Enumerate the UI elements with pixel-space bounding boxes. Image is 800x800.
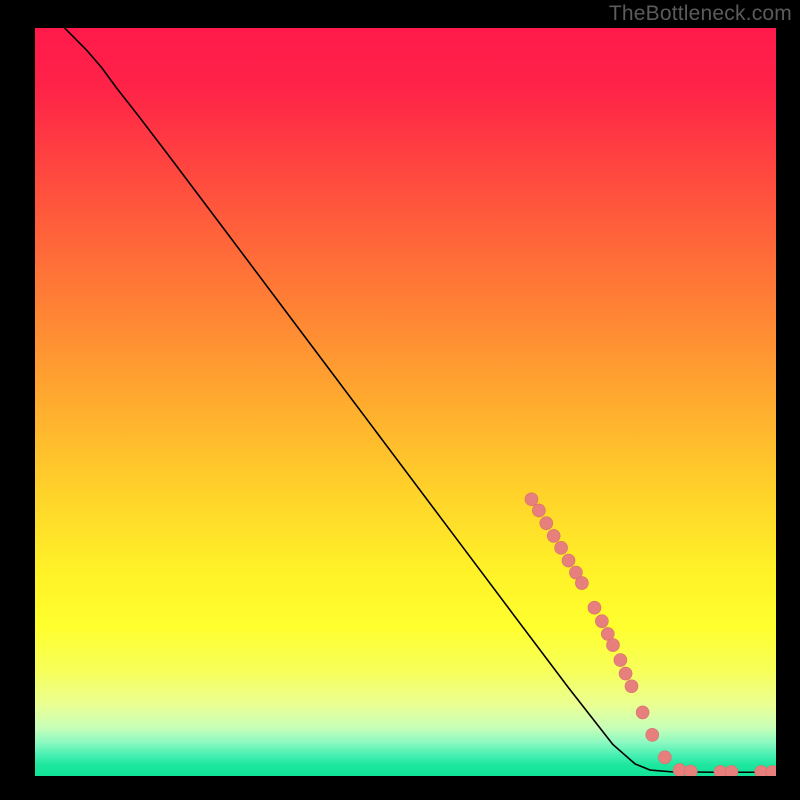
data-marker: [525, 493, 538, 506]
data-marker: [619, 667, 632, 680]
data-marker: [725, 765, 738, 776]
data-marker: [588, 601, 601, 614]
data-marker: [562, 554, 575, 567]
data-marker: [658, 751, 671, 764]
data-marker: [646, 728, 659, 741]
chart-svg: [35, 28, 776, 776]
attribution-label: TheBottleneck.com: [609, 2, 792, 26]
data-marker: [625, 680, 638, 693]
data-marker: [606, 639, 619, 652]
data-marker: [575, 577, 588, 590]
data-marker: [595, 615, 608, 628]
gradient-bg: [35, 28, 776, 776]
data-marker: [532, 504, 545, 517]
data-marker: [684, 765, 697, 776]
data-marker: [636, 706, 649, 719]
data-marker: [547, 529, 560, 542]
chart-frame: TheBottleneck.com: [0, 0, 800, 800]
plot-area: [35, 28, 776, 776]
data-marker: [540, 517, 553, 530]
data-marker: [555, 541, 568, 554]
data-marker: [614, 654, 627, 667]
